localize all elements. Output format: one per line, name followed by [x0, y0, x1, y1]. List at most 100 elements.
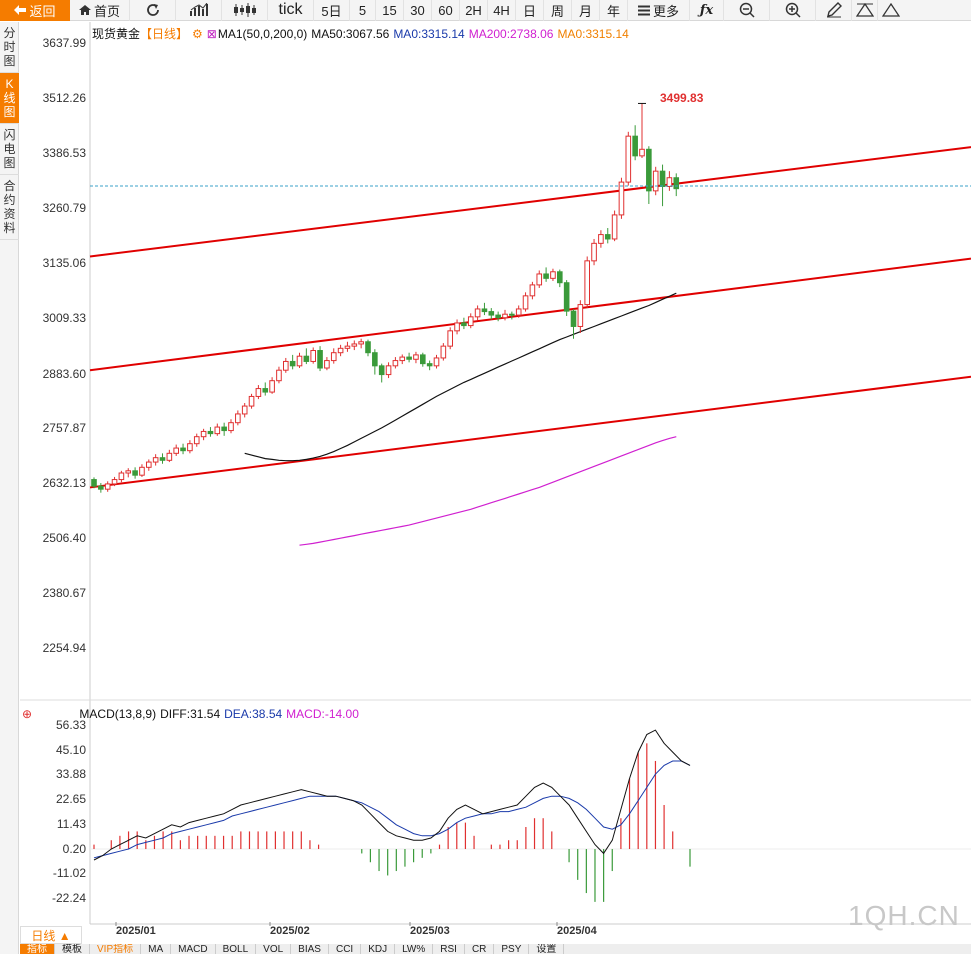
candle-body [166, 452, 173, 461]
candle-body [262, 388, 269, 393]
price-tick: 3386.53 [42, 146, 86, 160]
ma50-label: MA50:3067.56 [311, 27, 390, 41]
tab-kdj[interactable]: KDJ [361, 944, 396, 954]
tab-lightning[interactable]: 闪电图 [0, 124, 19, 175]
price-tick: 3512.26 [42, 91, 86, 105]
candle-body [255, 388, 262, 397]
tab-cr[interactable]: CR [465, 944, 495, 954]
macd-tick: 56.33 [55, 718, 86, 732]
more-button[interactable]: 更多 [628, 0, 690, 21]
period-month[interactable]: 月 [572, 0, 600, 21]
chart-type-button[interactable] [176, 0, 222, 21]
zoom-in-button[interactable] [770, 0, 816, 21]
tab-contract-info[interactable]: 合约资料 [0, 175, 19, 240]
candle-body [385, 365, 392, 376]
high-annotation: 3499.83 [660, 91, 704, 105]
period-60min[interactable]: 60 [432, 0, 460, 21]
fx-icon: ƒx [699, 2, 714, 18]
period-5day[interactable]: 5日 [314, 0, 350, 21]
tab-template[interactable]: 模板 [55, 944, 90, 954]
period-week[interactable]: 周 [544, 0, 572, 21]
side-tabs: 分时图 K线图 闪电图 合约资料 [0, 22, 19, 954]
candle-body [378, 365, 385, 376]
candle-body [132, 470, 138, 476]
refresh-button[interactable] [130, 0, 176, 21]
candle-body [187, 443, 193, 452]
period-year[interactable]: 年 [600, 0, 628, 21]
tab-vip[interactable]: VIP指标 [90, 944, 142, 954]
candle-style-button[interactable] [222, 0, 268, 21]
candle-body [529, 284, 536, 297]
collapse-down-button[interactable] [878, 0, 904, 21]
candle-body [159, 457, 166, 461]
macd-tick: 0.20 [62, 842, 86, 856]
tab-psy[interactable]: PSY [494, 944, 530, 954]
candle-body [420, 354, 426, 365]
macd-legend: ⊕ MACD(13,8,9) DIFF:31.54 DEA:38.54 MACD:-1… [22, 707, 363, 721]
candle-body [228, 422, 234, 432]
tab-settings[interactable]: 设置 [529, 944, 565, 954]
back-arrow-icon [14, 3, 27, 18]
candle-body [509, 313, 515, 316]
candle-body [598, 234, 604, 244]
candle-body [146, 461, 152, 468]
macd-value: MACD:-14.00 [286, 707, 359, 721]
price-tick: 2506.40 [42, 531, 86, 545]
tick-button[interactable]: tick [268, 0, 314, 21]
period-day[interactable]: 日 [516, 0, 544, 21]
home-button[interactable]: 首页 [70, 0, 130, 21]
target-icon[interactable]: ⊕ [22, 707, 33, 721]
trend-line [89, 375, 971, 489]
tab-intraday[interactable]: 分时图 [0, 22, 19, 73]
zoom-out-button[interactable] [724, 0, 770, 21]
candle-body [536, 273, 543, 286]
refresh-icon [145, 2, 161, 18]
pencil-icon [826, 2, 842, 18]
period-15min[interactable]: 15 [376, 0, 404, 21]
period-selector[interactable]: 日线 ▲ [20, 926, 82, 944]
candle-body [344, 345, 351, 349]
gear-icon[interactable]: ⚙ [192, 27, 203, 41]
price-tick: 3260.79 [42, 201, 86, 215]
price-tick: 2254.94 [42, 641, 86, 655]
tab-ma[interactable]: MA [141, 944, 172, 954]
tab-lw[interactable]: LW% [395, 944, 434, 954]
back-button[interactable]: 返回 [0, 0, 70, 21]
candle-body [200, 430, 207, 438]
tab-cci[interactable]: CCI [329, 944, 362, 954]
candle-body [454, 322, 460, 332]
candle-body [139, 466, 145, 476]
watermark: 1QH.CN [848, 900, 960, 931]
candle-body [461, 322, 467, 327]
draw-button[interactable] [816, 0, 852, 21]
period-30min[interactable]: 30 [404, 0, 432, 21]
bar-chart-icon [189, 3, 208, 17]
period-5min[interactable]: 5 [350, 0, 376, 21]
tab-boll[interactable]: BOLL [216, 944, 257, 954]
indicator-icon[interactable]: ⊠ [206, 27, 217, 41]
collapse-up-button[interactable] [852, 0, 878, 21]
more-label: 更多 [652, 3, 679, 19]
price-tick: 3637.99 [42, 36, 86, 50]
period-2h[interactable]: 2H [460, 0, 488, 21]
tab-rsi[interactable]: RSI [433, 944, 465, 954]
formula-button[interactable]: ƒx [690, 0, 724, 21]
triangle-icon [882, 3, 900, 17]
home-icon [78, 4, 91, 16]
tab-vol[interactable]: VOL [256, 944, 292, 954]
candle-body [392, 360, 399, 367]
tab-bias[interactable]: BIAS [291, 944, 329, 954]
candle-body [652, 170, 659, 192]
candle-body [646, 148, 652, 192]
home-label: 首页 [93, 3, 120, 19]
period-4h[interactable]: 4H [488, 0, 516, 21]
candle-body [502, 313, 508, 319]
candle-body [193, 436, 200, 445]
candle-body [433, 357, 440, 367]
tab-indicators[interactable]: 指标 [20, 944, 55, 954]
tab-kline[interactable]: K线图 [0, 73, 19, 124]
tab-macd[interactable]: MACD [171, 944, 216, 954]
candle-body [310, 350, 316, 362]
zoom-out-icon [739, 2, 755, 18]
